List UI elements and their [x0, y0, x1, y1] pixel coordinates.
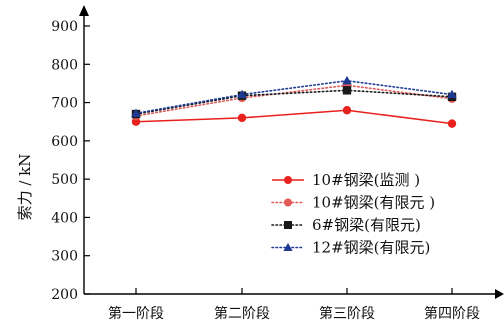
y-tick-label: 200	[51, 287, 78, 303]
data-point	[283, 242, 293, 251]
y-tick-label: 600	[51, 134, 78, 150]
series-line	[135, 109, 453, 125]
data-point	[284, 198, 292, 207]
series-line	[135, 84, 453, 117]
x-axis-ticks: 第一阶段 第二阶段 第三阶段 第四阶段	[108, 288, 480, 322]
legend-item: 12#钢梁(有限元)	[271, 239, 430, 257]
x-tick-label: 第三阶段	[319, 305, 375, 322]
series-line	[135, 79, 453, 115]
data-point	[131, 117, 141, 126]
data-point	[284, 176, 292, 184]
legend-item: 6#钢梁(有限元)	[271, 216, 421, 234]
y-axis-title: 索力 / kN	[16, 154, 34, 221]
data-point	[342, 86, 352, 95]
legend-label: 10#钢梁(有限元 )	[312, 194, 435, 212]
axes	[79, 5, 504, 299]
legend-label: 10#钢梁(监测 )	[312, 171, 420, 189]
data-point	[447, 119, 457, 128]
data-point	[237, 89, 247, 99]
legend-item: 10#钢梁(监测 )	[272, 171, 420, 189]
y-axis-ticks: 200 300 400 500 600 700 800 900	[51, 19, 90, 303]
series-4	[131, 75, 457, 117]
y-tick-label: 400	[51, 210, 78, 226]
series-line	[135, 89, 453, 115]
legend: 10#钢梁(监测 ) 10#钢梁(有限元 ) 6#钢梁(有限元) 12#钢梁(有限元)	[271, 171, 435, 257]
legend-label: 6#钢梁(有限元)	[312, 216, 421, 234]
series-group	[131, 75, 457, 128]
data-point	[342, 75, 352, 85]
data-point	[131, 108, 141, 117]
y-tick-label: 500	[51, 172, 78, 188]
data-point	[447, 89, 457, 99]
data-point	[284, 221, 292, 229]
legend-item: 10#钢梁(有限元 )	[271, 194, 435, 212]
x-tick-label: 第四阶段	[424, 305, 480, 322]
y-tick-label: 700	[51, 96, 78, 112]
y-tick-label: 800	[51, 57, 78, 73]
y-tick-label: 300	[51, 249, 78, 265]
x-axis-arrow	[495, 289, 504, 299]
y-tick-label: 900	[51, 19, 78, 35]
legend-label: 12#钢梁(有限元)	[312, 239, 430, 257]
y-axis-arrow	[79, 5, 89, 16]
series-1	[131, 106, 457, 128]
data-point	[342, 106, 352, 115]
x-tick-label: 第二阶段	[214, 305, 270, 322]
data-point	[237, 113, 247, 123]
x-tick-label: 第一阶段	[108, 305, 164, 322]
